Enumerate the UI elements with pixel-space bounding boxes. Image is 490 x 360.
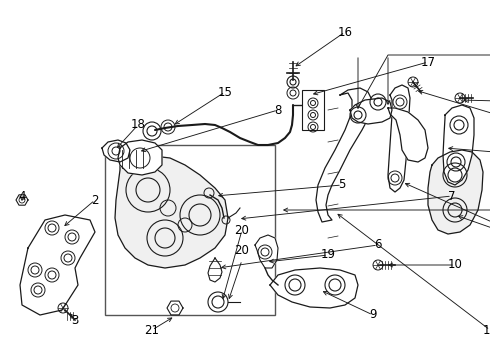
Text: 16: 16 [338, 26, 352, 39]
Text: 17: 17 [420, 55, 436, 68]
Text: 2: 2 [91, 194, 99, 207]
Polygon shape [115, 155, 228, 268]
Text: 3: 3 [72, 314, 79, 327]
Text: 10: 10 [447, 258, 463, 271]
Text: 8: 8 [274, 104, 282, 117]
Polygon shape [443, 105, 474, 185]
Polygon shape [255, 235, 278, 268]
Text: 4: 4 [18, 189, 26, 202]
Polygon shape [102, 140, 130, 162]
Polygon shape [388, 108, 428, 162]
Polygon shape [428, 150, 483, 234]
Polygon shape [208, 258, 222, 282]
Text: 7: 7 [448, 189, 456, 202]
Text: 5: 5 [338, 179, 345, 192]
Polygon shape [118, 140, 162, 175]
Text: 19: 19 [320, 248, 336, 261]
Polygon shape [388, 85, 410, 192]
Polygon shape [20, 215, 95, 315]
Text: 20: 20 [235, 224, 249, 237]
Text: 6: 6 [374, 238, 382, 252]
Bar [105, 145, 275, 315]
Bar [302, 90, 324, 130]
Text: 9: 9 [369, 309, 377, 321]
Text: 20: 20 [235, 243, 249, 256]
Text: 13: 13 [483, 324, 490, 337]
Polygon shape [316, 88, 372, 222]
Polygon shape [350, 98, 392, 124]
Text: 21: 21 [145, 324, 160, 337]
Text: 18: 18 [130, 118, 146, 131]
Text: 15: 15 [218, 85, 232, 99]
Polygon shape [270, 268, 358, 308]
